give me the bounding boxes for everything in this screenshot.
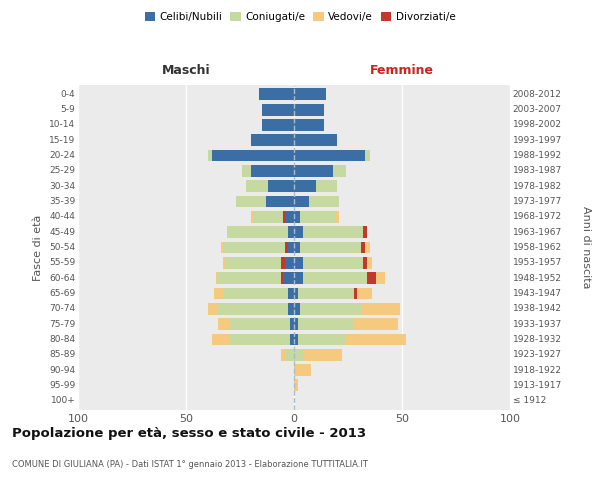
Bar	[298, 334, 346, 345]
Bar	[266, 196, 294, 207]
Bar	[294, 150, 365, 162]
Y-axis label: Fasce di età: Fasce di età	[34, 214, 43, 280]
Bar	[216, 272, 218, 284]
Bar	[365, 150, 370, 162]
Bar	[286, 242, 287, 254]
Bar	[251, 134, 294, 146]
Bar	[208, 150, 212, 162]
Bar	[290, 318, 294, 330]
Bar	[298, 288, 355, 300]
Bar	[298, 318, 355, 330]
Bar	[294, 364, 311, 376]
Bar	[281, 349, 286, 361]
Bar	[355, 288, 372, 300]
Bar	[294, 303, 301, 315]
Bar	[218, 318, 229, 330]
Bar	[301, 242, 361, 254]
Bar	[247, 180, 268, 192]
Bar	[294, 334, 298, 345]
Bar	[281, 257, 286, 269]
Bar	[301, 303, 361, 315]
Bar	[294, 180, 316, 192]
Bar	[212, 334, 229, 345]
Bar	[294, 349, 302, 361]
Bar	[262, 119, 294, 131]
Bar	[363, 226, 367, 238]
Bar	[251, 165, 294, 177]
Bar	[333, 165, 346, 177]
Bar	[355, 288, 356, 300]
Bar	[253, 211, 286, 223]
Bar	[335, 211, 340, 223]
Bar	[367, 272, 385, 284]
Bar	[294, 226, 302, 238]
Bar	[294, 211, 301, 223]
Bar	[294, 104, 324, 116]
Bar	[367, 272, 376, 284]
Bar	[229, 318, 290, 330]
Bar	[294, 119, 324, 131]
Bar	[218, 303, 287, 315]
Bar	[294, 288, 298, 300]
Bar	[290, 334, 294, 345]
Bar	[268, 180, 294, 192]
Bar	[294, 380, 298, 392]
Bar	[294, 134, 337, 146]
Bar	[294, 242, 301, 254]
Bar	[346, 334, 406, 345]
Bar	[214, 288, 223, 300]
Bar	[363, 257, 372, 269]
Bar	[302, 349, 341, 361]
Bar	[242, 165, 251, 177]
Bar	[309, 196, 340, 207]
Bar	[223, 288, 287, 300]
Bar	[229, 334, 290, 345]
Bar	[361, 303, 400, 315]
Bar	[294, 257, 302, 269]
Bar	[221, 242, 223, 254]
Y-axis label: Anni di nascita: Anni di nascita	[581, 206, 592, 288]
Bar	[286, 349, 294, 361]
Bar	[361, 242, 370, 254]
Bar	[287, 303, 294, 315]
Bar	[363, 226, 367, 238]
Bar	[212, 150, 294, 162]
Bar	[251, 211, 253, 223]
Bar	[316, 180, 337, 192]
Text: COMUNE DI GIULIANA (PA) - Dati ISTAT 1° gennaio 2013 - Elaborazione TUTTITALIA.I: COMUNE DI GIULIANA (PA) - Dati ISTAT 1° …	[12, 460, 368, 469]
Bar	[287, 288, 294, 300]
Bar	[294, 165, 333, 177]
Bar	[302, 257, 363, 269]
Bar	[287, 242, 294, 254]
Bar	[302, 226, 363, 238]
Bar	[302, 272, 367, 284]
Legend: Celibi/Nubili, Coniugati/e, Vedovi/e, Divorziati/e: Celibi/Nubili, Coniugati/e, Vedovi/e, Di…	[140, 8, 460, 26]
Bar	[223, 257, 225, 269]
Bar	[361, 242, 365, 254]
Text: Maschi: Maschi	[161, 64, 211, 78]
Bar	[223, 242, 287, 254]
Bar	[301, 211, 335, 223]
Bar	[218, 272, 283, 284]
Bar	[262, 104, 294, 116]
Bar	[227, 226, 287, 238]
Bar	[286, 211, 294, 223]
Bar	[236, 196, 266, 207]
Bar	[283, 272, 294, 284]
Bar	[286, 257, 294, 269]
Bar	[283, 211, 286, 223]
Bar	[294, 196, 309, 207]
Bar	[294, 318, 298, 330]
Bar	[363, 257, 367, 269]
Bar	[225, 257, 286, 269]
Text: Femmine: Femmine	[370, 64, 434, 78]
Bar	[259, 88, 294, 100]
Bar	[294, 272, 302, 284]
Bar	[355, 318, 398, 330]
Bar	[294, 88, 326, 100]
Bar	[287, 226, 294, 238]
Bar	[208, 303, 218, 315]
Text: Popolazione per età, sesso e stato civile - 2013: Popolazione per età, sesso e stato civil…	[12, 428, 366, 440]
Bar	[281, 272, 283, 284]
